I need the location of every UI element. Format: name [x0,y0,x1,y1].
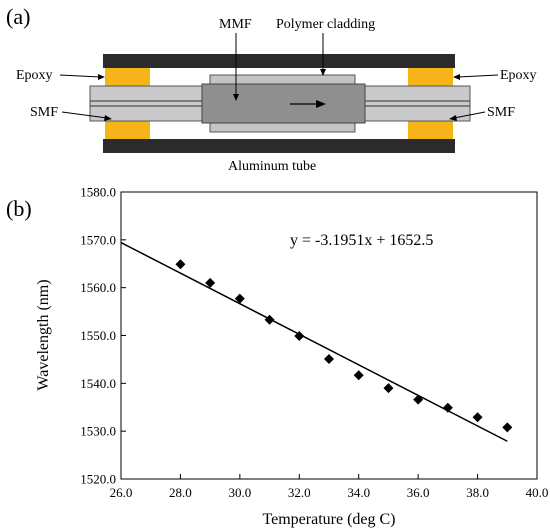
smf-fiber-left [89,85,211,122]
data-point [264,314,275,325]
label-polymer-cladding: Polymer cladding [276,17,375,32]
data-point [205,277,216,288]
panel-a: (a) MMF Polymer cladding Epoxy [6,4,537,174]
data-point [383,383,394,394]
x-axis-title: Temperature (deg C) [262,511,395,528]
y-axis-title: Wavelength (nm) [35,279,52,390]
panel-b-label: (b) [6,196,32,221]
fit-line-group [120,241,508,442]
x-tick-label: 30.0 [228,485,251,500]
pointer-epoxy-left [59,74,101,78]
pointer-epoxy-right [457,74,499,78]
smf-fiber-right [349,85,471,122]
mmf-section [201,83,366,124]
fit-line [120,241,508,442]
x-axis-ticks: 26.0 28.0 30.0 32.0 34.0 36.0 38.0 40.0 [110,474,549,500]
data-point [353,370,364,381]
fit-equation: y = -3.1951x + 1652.5 [290,232,433,249]
x-tick-label: 28.0 [169,485,192,500]
x-tick-label: 26.0 [110,485,133,500]
label-smf-left: SMF [30,105,58,120]
pointer-epoxy-right-head [453,74,460,80]
data-point [442,402,453,413]
panel-a-label: (a) [6,4,30,29]
y-tick-label: 1560.0 [80,280,116,295]
y-tick-label: 1530.0 [80,424,116,439]
epoxy-block-top-left [105,68,150,86]
label-aluminum-tube: Aluminum tube [228,159,316,174]
data-points [175,259,513,433]
label-epoxy-right: Epoxy [500,68,537,83]
data-point [234,293,245,304]
data-point [324,353,334,364]
data-point [472,412,483,423]
panel-b: (b) 26.0 28.0 30.0 32.0 34.0 36.0 38.0 40.0 152… [6,185,548,529]
light-propagation-arrowhead [316,100,326,108]
x-tick-label: 34.0 [347,485,370,500]
label-epoxy-left: Epoxy [16,68,53,83]
x-tick-label: 40.0 [526,485,549,500]
x-tick-label: 38.0 [466,485,489,500]
pointer-smf-left [61,111,108,119]
epoxy-block-bottom-left [105,121,150,139]
label-mmf: MMF [219,17,252,32]
y-tick-label: 1570.0 [80,232,116,247]
y-tick-label: 1540.0 [80,376,116,391]
data-point [294,330,305,341]
x-tick-label: 32.0 [288,485,311,500]
pointer-smf-right-head [449,115,457,121]
y-tick-label: 1580.0 [80,185,116,200]
epoxy-block-top-right [408,68,453,86]
y-axis-ticks: 1520.0 1530.0 1540.0 1550.0 1560.0 1570.0 1580… [80,185,126,487]
pointer-smf-right [453,111,486,119]
pointer-epoxy-left-head [98,74,105,80]
y-tick-label: 1520.0 [80,472,116,487]
x-tick-label: 36.0 [407,485,430,500]
pointer-polymer-cladding-head [320,69,326,76]
data-point [502,422,513,433]
aluminum-tube-top-wall [103,54,455,68]
label-smf-right: SMF [487,105,515,120]
aluminum-tube-bottom-wall [103,139,455,153]
pointer-smf-left-head [104,115,112,121]
data-point [175,259,186,270]
epoxy-block-bottom-right [408,121,453,139]
y-tick-label: 1550.0 [80,328,116,343]
data-point [413,394,424,405]
pointer-mmf-head [233,94,239,101]
